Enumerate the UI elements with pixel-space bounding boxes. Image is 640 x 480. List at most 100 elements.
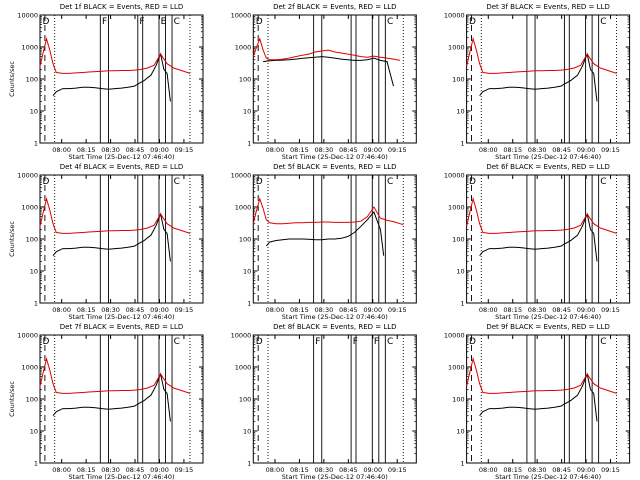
- y-tick-label: 1000: [235, 44, 252, 52]
- x-tick-label: 08:30: [101, 466, 120, 474]
- panel-title: Det 8f BLACK = Events, RED = LLD: [273, 323, 396, 331]
- x-tick-label: 08:00: [52, 466, 71, 474]
- y-tick-label: 1000: [235, 204, 252, 212]
- x-tick-label: 09:00: [150, 306, 169, 314]
- interval-marker-label: D: [42, 17, 49, 27]
- x-tick-label: 08:45: [552, 146, 571, 154]
- interval-marker-label: C: [387, 337, 393, 347]
- x-tick-label: 08:30: [315, 146, 334, 154]
- detector-panel-1: Det 1f BLACK = Events, RED = LLD 1 10 100 10…: [8, 3, 204, 161]
- y-tick-label: 100: [452, 396, 464, 404]
- x-tick-label: 08:15: [290, 306, 309, 314]
- y-tick-label: 10000: [444, 172, 465, 180]
- x-tick-label: 08:00: [479, 306, 498, 314]
- y-tick-label: 1: [34, 460, 38, 468]
- x-tick-label: 09:15: [175, 466, 194, 474]
- y-tick-label: 10: [30, 268, 38, 276]
- x-tick-label: 08:30: [101, 146, 120, 154]
- x-tick-label: 08:15: [503, 466, 522, 474]
- y-tick-label: 1: [460, 140, 464, 148]
- x-tick-label: 08:30: [528, 146, 547, 154]
- x-tick-label: 08:00: [52, 306, 71, 314]
- y-axis-label: Counts/sec: [8, 381, 16, 417]
- detector-panel-2: Det 2f BLACK = Events, RED = LLD 1 10 100 10…: [231, 3, 417, 161]
- y-tick-label: 1000: [21, 204, 38, 212]
- y-tick-label: 1: [247, 140, 251, 148]
- events-series-line: [52, 52, 171, 102]
- plot-frame: [466, 334, 631, 464]
- y-tick-label: 1: [247, 300, 251, 308]
- detector-panel-9: Det 9f BLACK = Events, RED = LLD 1 10 100 10…: [444, 323, 631, 480]
- interval-marker-label: C: [387, 177, 393, 187]
- x-tick-label: 09:15: [601, 466, 620, 474]
- detector-panel-4: Det 4f BLACK = Events, RED = LLD 1 10 100 10…: [8, 163, 204, 321]
- events-series-line: [263, 56, 394, 87]
- interval-marker-label: C: [600, 17, 606, 27]
- x-tick-label: 08:15: [290, 466, 309, 474]
- y-axis-label: Counts/sec: [8, 221, 16, 257]
- lld-series-line: [252, 197, 404, 226]
- y-tick-label: 100: [452, 236, 464, 244]
- y-tick-label: 10000: [231, 172, 252, 180]
- y-tick-label: 10000: [444, 12, 465, 20]
- x-tick-label: 09:00: [150, 466, 169, 474]
- y-tick-label: 1: [34, 300, 38, 308]
- y-tick-label: 1000: [448, 364, 465, 372]
- y-tick-label: 10: [30, 108, 38, 116]
- plot-frame: [39, 14, 204, 144]
- x-tick-label: 08:15: [503, 146, 522, 154]
- y-tick-label: 10000: [17, 12, 38, 20]
- lld-series-line: [466, 356, 617, 394]
- interval-marker-label: C: [174, 177, 180, 187]
- detector-panel-5: Det 5f BLACK = Events, RED = LLD 1 10 100 10…: [231, 163, 417, 321]
- interval-marker-label: C: [387, 17, 393, 27]
- x-tick-label: 08:15: [77, 306, 96, 314]
- y-tick-label: 10: [456, 428, 464, 436]
- y-tick-label: 10000: [17, 172, 38, 180]
- interval-marker-label: C: [600, 337, 606, 347]
- y-tick-label: 1000: [21, 364, 38, 372]
- interval-marker-label: D: [256, 337, 263, 347]
- panel-title: Det 4f BLACK = Events, RED = LLD: [60, 163, 183, 171]
- events-series-line: [52, 212, 171, 262]
- detector-panel-3: Det 3f BLACK = Events, RED = LLD 1 10 100 10…: [444, 3, 631, 161]
- panel-title: Det 5f BLACK = Events, RED = LLD: [273, 163, 396, 171]
- interval-marker-label: D: [42, 337, 49, 347]
- interval-marker-label: F: [353, 337, 358, 347]
- interval-marker-label: F: [139, 17, 144, 27]
- interval-marker-label: D: [469, 177, 476, 187]
- events-series-line: [265, 211, 385, 256]
- x-tick-label: 09:00: [577, 466, 596, 474]
- x-tick-label: 08:45: [552, 466, 571, 474]
- panel-title: Det 6f BLACK = Events, RED = LLD: [486, 163, 609, 171]
- x-tick-label: 08:45: [126, 306, 145, 314]
- interval-marker-label: D: [469, 337, 476, 347]
- y-tick-label: 1000: [21, 44, 38, 52]
- y-tick-label: 10: [243, 108, 251, 116]
- x-tick-label: 09:15: [388, 306, 407, 314]
- interval-marker-label: C: [174, 337, 180, 347]
- x-tick-label: 08:45: [126, 466, 145, 474]
- x-tick-label: 08:15: [503, 306, 522, 314]
- y-tick-label: 10000: [231, 332, 252, 340]
- x-tick-label: 09:00: [577, 306, 596, 314]
- y-tick-label: 100: [26, 396, 38, 404]
- interval-marker-label: D: [256, 17, 263, 27]
- y-tick-label: 10000: [444, 332, 465, 340]
- x-axis-label: Start Time (25-Dec-12 07:46:40): [68, 473, 174, 480]
- x-axis-label: Start Time (25-Dec-12 07:46:40): [68, 313, 174, 321]
- y-tick-label: 10: [30, 428, 38, 436]
- x-tick-label: 09:15: [388, 146, 407, 154]
- events-series-line: [479, 212, 598, 262]
- detector-panel-6: Det 6f BLACK = Events, RED = LLD 1 10 100 10…: [444, 163, 631, 321]
- x-tick-label: 08:00: [266, 146, 285, 154]
- y-tick-label: 10000: [231, 12, 252, 20]
- x-tick-label: 08:00: [52, 146, 71, 154]
- plot-frame: [252, 334, 417, 464]
- y-tick-label: 100: [239, 396, 251, 404]
- panel-title: Det 3f BLACK = Events, RED = LLD: [486, 3, 609, 11]
- x-tick-label: 08:15: [290, 146, 309, 154]
- interval-marker-label: F: [374, 337, 379, 347]
- x-axis-label: Start Time (25-Dec-12 07:46:40): [282, 313, 388, 321]
